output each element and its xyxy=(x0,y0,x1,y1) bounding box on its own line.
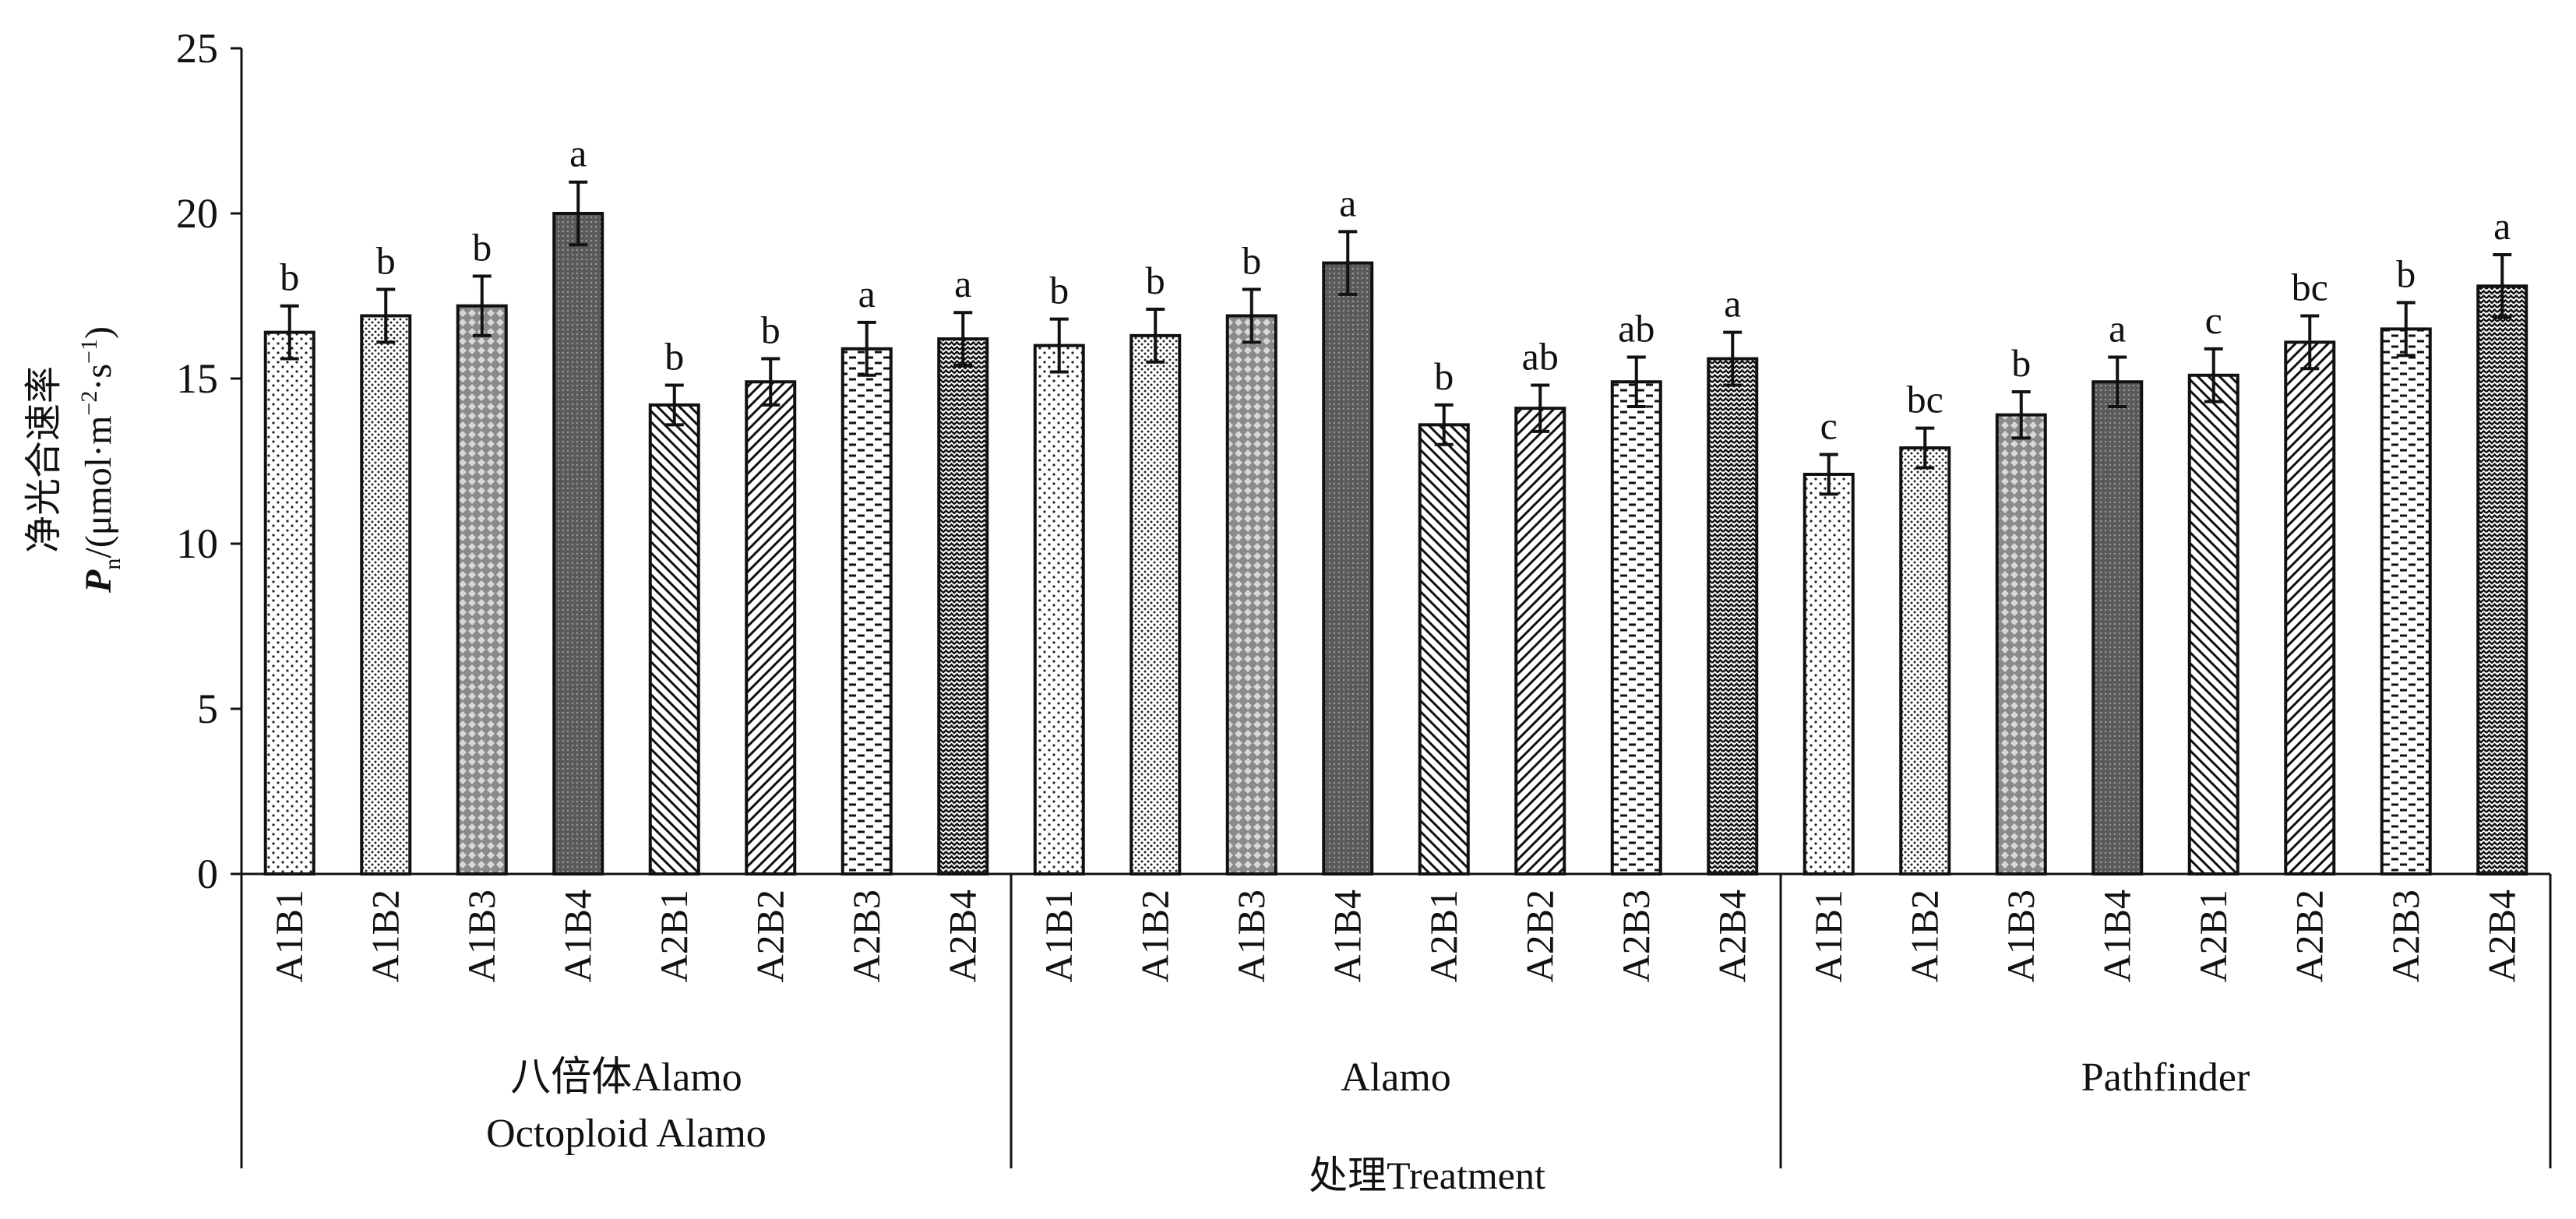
significance-letter: c xyxy=(2205,298,2222,342)
significance-letter: a xyxy=(954,262,971,305)
category-label: A1B2 xyxy=(1902,890,1946,982)
category-label: A2B4 xyxy=(1710,890,1753,982)
category-label: A1B3 xyxy=(1229,890,1273,982)
bar xyxy=(1995,413,2047,875)
category-label: A1B1 xyxy=(1806,890,1850,982)
significance-letter: a xyxy=(1339,181,1356,224)
bar xyxy=(1322,261,1374,876)
significance-letter: b xyxy=(2396,252,2416,295)
significance-letter: b xyxy=(761,308,781,352)
bar xyxy=(2091,380,2144,875)
category-label: A2B4 xyxy=(940,890,984,982)
category-label: A2B4 xyxy=(2479,890,2523,982)
y-axis-title-unit: Pn/(μmol·m−2·s−1) xyxy=(76,326,125,594)
category-label: A1B4 xyxy=(555,890,599,982)
significance-letter: b xyxy=(280,255,299,299)
bar xyxy=(2476,284,2528,875)
significance-letter: bc xyxy=(1907,378,1943,421)
y-axis-title-unit-mid: ·s xyxy=(78,364,119,391)
significance-letter: b xyxy=(664,334,684,378)
bar xyxy=(1514,407,1566,875)
bar xyxy=(1418,423,1470,875)
category-label: A1B3 xyxy=(1999,890,2042,982)
y-tick-label: 0 xyxy=(197,851,218,897)
category-label: A1B1 xyxy=(267,890,311,982)
y-axis-title: 净光合速率 xyxy=(23,366,65,553)
y-axis-title-unit-post: ) xyxy=(78,326,119,339)
y-axis-title-unit-pre: /(μmol·m xyxy=(78,416,119,558)
bar xyxy=(1225,314,1277,875)
y-axis-title-exp1: −2 xyxy=(76,391,102,416)
bar xyxy=(552,212,604,875)
significance-letter: b xyxy=(1242,239,1261,283)
significance-letter: ab xyxy=(1522,334,1559,378)
bar xyxy=(1802,472,1855,875)
significance-letter: b xyxy=(376,239,396,283)
group-label: Pathfinder xyxy=(2081,1055,2250,1100)
category-label: A2B1 xyxy=(652,890,696,982)
significance-letter: bc xyxy=(2292,265,2328,308)
y-tick-label: 15 xyxy=(176,355,218,402)
bar xyxy=(937,337,989,875)
y-axis-title-exp2: −1 xyxy=(76,339,102,364)
bar xyxy=(263,330,315,875)
significance-letter: b xyxy=(472,226,492,270)
category-label: A2B2 xyxy=(2287,890,2331,982)
significance-letter: a xyxy=(2109,306,2126,350)
bar xyxy=(2380,327,2432,875)
significance-letter: a xyxy=(569,132,587,175)
category-label: A1B1 xyxy=(1037,890,1080,982)
bar xyxy=(456,304,508,876)
category-label: A2B1 xyxy=(1422,890,1465,982)
category-label: A1B2 xyxy=(363,890,407,982)
bar xyxy=(1129,333,1182,875)
category-label: A1B4 xyxy=(2095,890,2138,982)
y-tick-label: 20 xyxy=(176,190,218,237)
significance-letter: a xyxy=(858,272,876,315)
category-label: A1B3 xyxy=(460,890,503,982)
plot-area: 0 5 10 15 20 25 b A1B1 b A1B2 b A1B3 a A1B4 b A2B1 b A2B2… xyxy=(176,25,2552,1168)
group-label: 八倍体Alamo xyxy=(510,1055,742,1100)
bar xyxy=(840,347,893,875)
group-label: Alamo xyxy=(1341,1055,1451,1100)
category-label: A2B3 xyxy=(1614,890,1658,982)
bar xyxy=(2284,340,2336,875)
significance-letter: a xyxy=(2493,204,2511,248)
significance-letter: c xyxy=(1820,404,1838,448)
bar xyxy=(648,403,700,875)
category-label: A1B4 xyxy=(1325,890,1369,982)
bar xyxy=(1899,446,1951,875)
y-axis-title-subscript: n xyxy=(100,558,125,570)
y-tick-label: 25 xyxy=(176,25,218,72)
category-label: A2B2 xyxy=(1517,890,1561,982)
bar xyxy=(1707,357,1759,875)
category-label: A1B2 xyxy=(1133,890,1176,982)
bar xyxy=(1610,380,1662,875)
bar xyxy=(745,380,797,875)
category-label: A2B1 xyxy=(2191,890,2235,982)
x-axis-title: 处理Treatment xyxy=(1309,1154,1545,1197)
significance-letter: b xyxy=(1146,259,1165,302)
significance-letter: b xyxy=(2011,341,2031,385)
bar xyxy=(360,314,412,875)
y-tick-label: 5 xyxy=(197,685,218,732)
category-label: A2B2 xyxy=(748,890,791,982)
y-tick-label: 10 xyxy=(176,520,218,567)
significance-letter: b xyxy=(1049,269,1069,312)
y-axis-title-symbol: P xyxy=(78,569,119,594)
significance-letter: ab xyxy=(1618,306,1654,350)
category-label: A2B3 xyxy=(2384,890,2427,982)
bar xyxy=(1033,344,1085,876)
category-label: A2B3 xyxy=(844,890,888,982)
significance-letter: b xyxy=(1434,354,1454,398)
bar xyxy=(2187,373,2239,875)
y-axis-title-cn: 净光合速率 xyxy=(23,366,65,553)
significance-letter: a xyxy=(1724,282,1741,326)
group-label-second-line: Octoploid Alamo xyxy=(486,1112,766,1156)
